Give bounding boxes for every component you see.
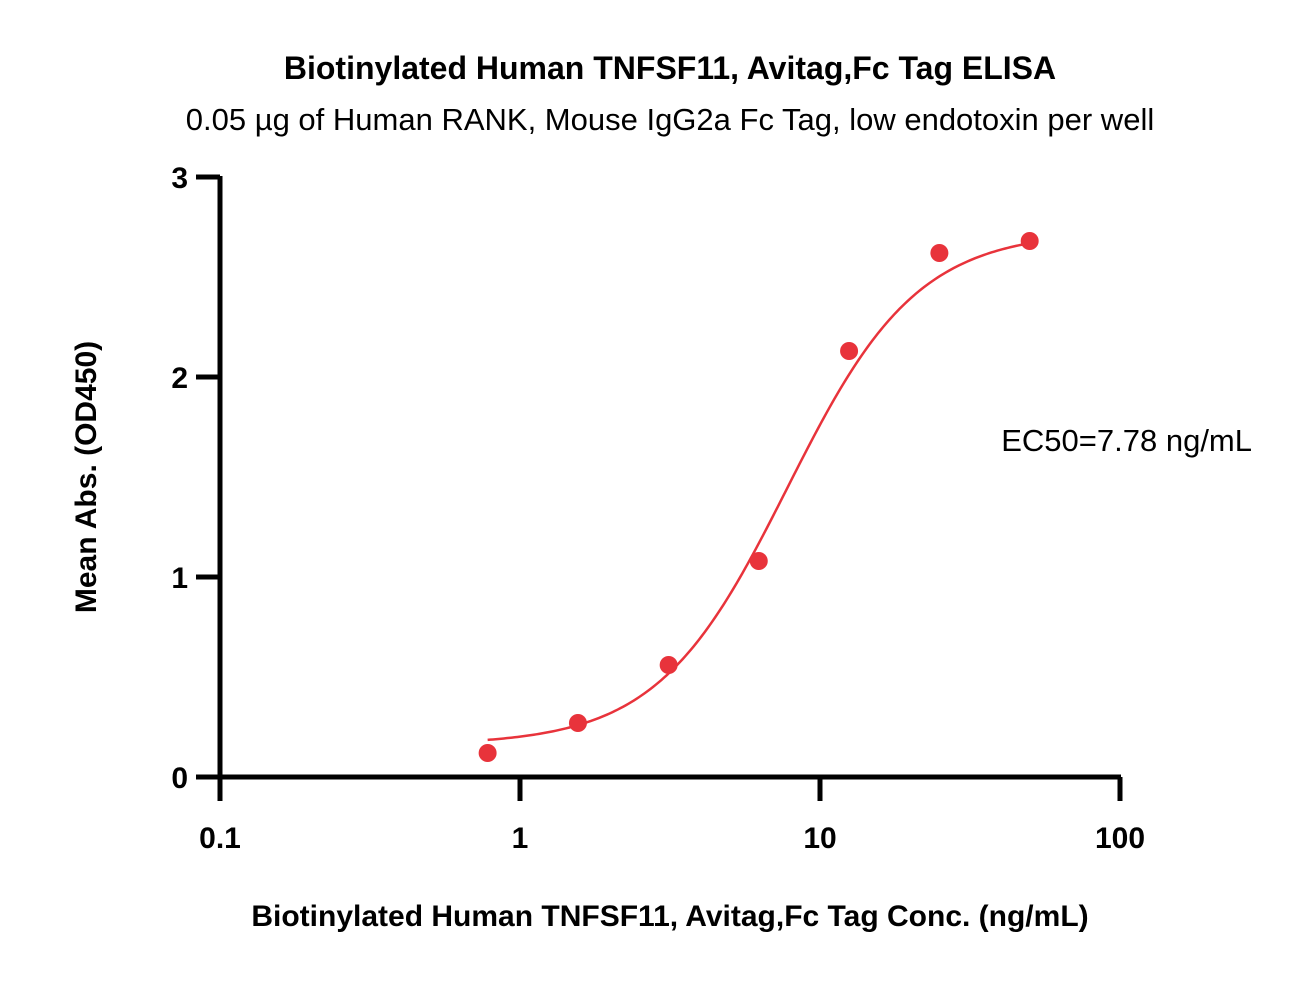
x-tick-label: 0.1 (199, 822, 241, 855)
y-tick-label: 2 (171, 362, 188, 395)
y-tick-label: 0 (171, 762, 188, 795)
data-point (1020, 232, 1039, 250)
data-point (568, 714, 587, 732)
data-point (659, 656, 678, 674)
chart-title: Biotinylated Human TNFSF11, Avitag,Fc Ta… (284, 50, 1056, 86)
x-tick-label: 100 (1095, 822, 1145, 855)
x-ticks: 0.1 1 10 100 (199, 777, 1145, 855)
data-point (478, 744, 497, 762)
y-tick-label: 3 (171, 162, 188, 195)
data-point (930, 244, 949, 262)
ec50-annotation: EC50=7.78 ng/mL (1001, 423, 1252, 458)
data-points (478, 232, 1039, 762)
axes (217, 176, 1121, 780)
y-ticks: 0 1 2 3 (171, 162, 220, 795)
chart-subtitle: 0.05 µg of Human RANK, Mouse IgG2a Fc Ta… (186, 102, 1154, 137)
data-point (749, 552, 768, 570)
y-axis-label: Mean Abs. (OD450) (70, 341, 103, 613)
x-axis-label: Biotinylated Human TNFSF11, Avitag,Fc Ta… (251, 900, 1088, 933)
fit-curve (487, 241, 1030, 742)
data-point (840, 342, 859, 360)
y-tick-label: 1 (171, 562, 188, 595)
x-tick-label: 10 (803, 822, 836, 855)
x-tick-label: 1 (512, 822, 529, 855)
